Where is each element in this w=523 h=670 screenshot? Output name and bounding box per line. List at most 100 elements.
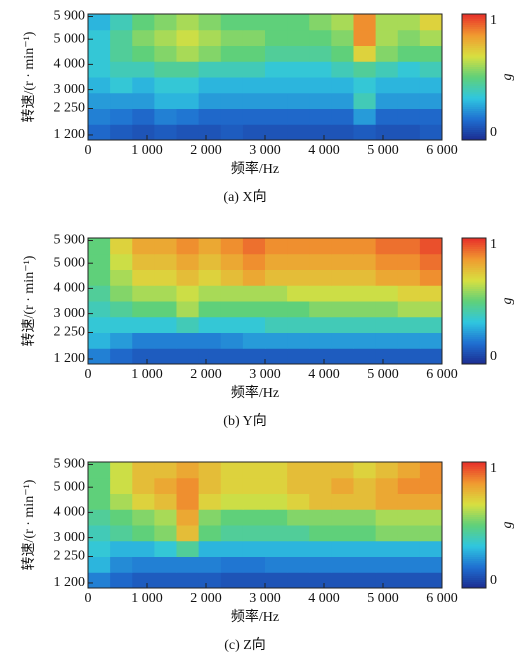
colorbar-step	[462, 518, 486, 522]
colorbar-step	[462, 319, 486, 323]
heat-cell	[88, 540, 111, 557]
y-tick-label: 4 000	[54, 505, 86, 520]
colorbar-step	[462, 336, 486, 340]
colorbar-step	[462, 294, 486, 298]
y-tick-label: 2 250	[54, 101, 86, 116]
colorbar-step	[462, 286, 486, 289]
heat-cell	[242, 253, 266, 270]
heat-cell	[287, 92, 310, 109]
y-tick-label: 2 250	[54, 549, 86, 564]
heat-cell	[309, 572, 332, 589]
heat-cell	[375, 14, 399, 31]
heat-cell	[176, 285, 200, 302]
colorbar-step	[462, 315, 486, 319]
colorbar-step	[462, 32, 486, 36]
heat-cell	[397, 29, 421, 46]
heat-cell	[419, 45, 443, 62]
heat-cell	[110, 61, 133, 78]
colorbar-step	[462, 504, 486, 507]
heat-cell	[198, 525, 222, 542]
heat-cell	[419, 108, 443, 125]
colorbar-step	[462, 326, 486, 329]
x-tick-label: 0	[85, 591, 92, 606]
heat-cell	[220, 348, 244, 365]
heat-cell	[265, 61, 288, 78]
heat-cell	[88, 14, 111, 31]
heat-cell	[132, 525, 155, 542]
heat-cell	[287, 477, 310, 494]
heat-cell	[110, 301, 133, 318]
heat-cell	[309, 61, 332, 78]
heat-cell	[419, 509, 443, 526]
heat-cell	[242, 477, 266, 494]
heat-cell	[287, 29, 310, 46]
heat-cell	[419, 316, 443, 333]
heat-cell	[353, 285, 377, 302]
heat-cell	[88, 108, 111, 125]
colorbar-step	[462, 539, 486, 543]
colorbar-step	[462, 26, 486, 30]
colorbar-step	[462, 541, 486, 545]
heat-cell	[419, 253, 443, 270]
colorbar-step	[462, 56, 486, 59]
y-tick-label: 3 000	[54, 82, 86, 97]
colorbar-step	[462, 343, 486, 346]
heat-cell	[375, 29, 399, 46]
heat-cell	[331, 316, 354, 333]
colorbar-step	[462, 466, 486, 469]
colorbar-step	[462, 18, 486, 21]
colorbar	[462, 238, 486, 365]
colorbar-step	[462, 28, 486, 32]
colorbar-step	[462, 30, 486, 34]
colorbar-step	[462, 583, 486, 587]
heat-cell	[88, 348, 111, 365]
heat-cell	[331, 332, 354, 349]
x-tick-label: 4 000	[308, 367, 340, 382]
heat-cell	[265, 316, 288, 333]
colorbar-step	[462, 273, 486, 277]
colorbar-step	[462, 345, 486, 348]
y-tick-label: 1 200	[54, 351, 86, 366]
colorbar-step	[462, 244, 486, 247]
colorbar-step	[462, 322, 486, 325]
heat-cell	[132, 493, 155, 510]
heat-cell	[220, 556, 244, 573]
colorbar-tick-label: 0	[490, 349, 497, 364]
heat-cell	[132, 108, 155, 125]
heat-cell	[331, 45, 354, 62]
x-tick-label: 1 000	[131, 591, 163, 606]
colorbar-label: g	[500, 522, 515, 529]
colorbar-step	[462, 328, 486, 331]
heat-cell	[132, 285, 155, 302]
heat-cell	[287, 77, 310, 94]
heat-cell	[287, 124, 310, 141]
heat-cell	[353, 556, 377, 573]
heat-cell	[309, 92, 332, 109]
colorbar-step	[462, 508, 486, 511]
colorbar-step	[462, 332, 486, 336]
heat-cell	[154, 61, 177, 78]
heat-cell	[287, 285, 310, 302]
colorbar-step	[462, 39, 486, 42]
y-tick-label: 5 000	[54, 255, 86, 270]
colorbar-step	[462, 478, 486, 482]
x-tick-label: 1 000	[131, 367, 163, 382]
heat-cell	[353, 525, 377, 542]
heat-cell	[154, 332, 177, 349]
heat-cell	[397, 348, 421, 365]
colorbar-step	[462, 14, 486, 17]
heat-cell	[309, 253, 332, 270]
colorbar-step	[462, 313, 486, 317]
colorbar-step	[462, 296, 486, 300]
heat-cell	[198, 285, 222, 302]
colorbar-step	[462, 573, 486, 576]
colorbar-step	[462, 254, 486, 258]
heat-cell	[198, 108, 222, 125]
heat-cell	[353, 462, 377, 479]
heat-cell	[331, 556, 354, 573]
heat-cell	[242, 92, 266, 109]
colorbar-step	[462, 359, 486, 363]
x-tick-label: 3 000	[249, 143, 281, 158]
colorbar-step	[462, 131, 486, 135]
heat-cell	[198, 253, 222, 270]
